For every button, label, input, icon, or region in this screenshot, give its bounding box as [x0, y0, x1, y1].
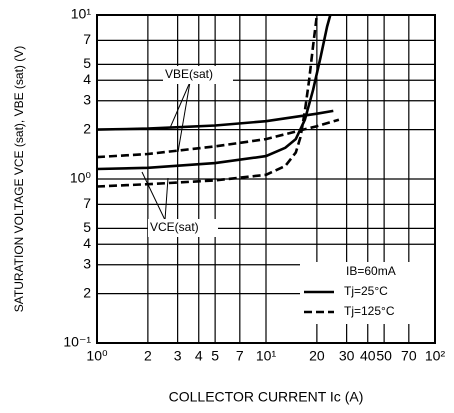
leader-line [164, 177, 169, 221]
x-tick-label: 10² [425, 348, 446, 364]
series-line [96, 118, 340, 159]
y-tick-label: 5 [83, 55, 91, 71]
y-tick-label: 4 [83, 71, 91, 87]
x-tick-label: 5 [211, 348, 219, 364]
plot-frame [96, 14, 436, 344]
y-tick-label: 10¹ [71, 6, 92, 22]
y-tick-label: 3 [83, 255, 91, 271]
y-tick-label: 2 [83, 284, 91, 300]
legend-label: Tj=25°C [344, 284, 388, 298]
x-tick-label: 10⁰ [86, 348, 108, 364]
y-tick-label: 3 [83, 91, 91, 107]
y-tick-label: 10⁻¹ [63, 334, 91, 350]
x-axis-label: COLLECTOR CURRENT Ic (A) [169, 389, 364, 405]
x-tick-label: 30 [339, 348, 355, 364]
x-tick-label: 40 [360, 348, 376, 364]
leader-line [141, 171, 166, 221]
legend-title: IB=60mA [346, 264, 396, 278]
legend-label: Tj=125°C [344, 304, 395, 318]
y-tick-label: 4 [83, 235, 91, 251]
series-line [96, 109, 334, 131]
x-tick-label: 50 [376, 348, 392, 364]
annotation-bg [163, 66, 233, 84]
x-tick-label: 2 [144, 348, 152, 364]
x-tick-label: 4 [195, 348, 203, 364]
x-tick-label: 20 [309, 348, 325, 364]
y-tick-label: 5 [83, 219, 91, 235]
y-tick-label: 7 [83, 195, 91, 211]
x-tick-label: 70 [401, 348, 417, 364]
annotation: VCE(sat) [150, 220, 199, 234]
x-tick-label: 10¹ [256, 348, 277, 364]
annotation: VBE(sat) [165, 67, 213, 81]
leader-line [177, 81, 191, 153]
y-tick-label: 10⁰ [70, 170, 92, 186]
x-tick-label: 3 [174, 348, 182, 364]
leader-line [169, 81, 191, 129]
x-tick-label: 7 [236, 348, 244, 364]
series-line [96, 14, 332, 171]
y-axis-label: SATURATION VOLTAGE VCE (sat), VBE (sat) … [12, 46, 26, 312]
series-line [96, 14, 319, 188]
y-tick-label: 2 [83, 120, 91, 136]
annotation-bg [148, 219, 218, 237]
y-tick-label: 7 [83, 31, 91, 47]
